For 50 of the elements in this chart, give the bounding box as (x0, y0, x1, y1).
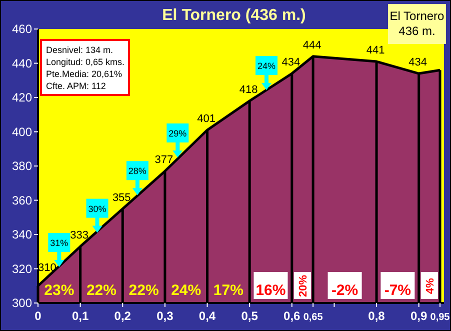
y-tick-label: 360 (12, 193, 32, 208)
annotation: 22% (128, 282, 159, 299)
annotation: -2% (331, 282, 358, 299)
annotation: 23% (44, 282, 74, 299)
y-tick-label: 380 (12, 159, 32, 173)
data-label: 444 (302, 39, 322, 52)
annotation: Pte.Media: 20,61% (46, 69, 122, 79)
data-label: 377 (154, 154, 174, 166)
annotation: 24% (171, 282, 202, 299)
x-tick-label: 0,5 (241, 309, 258, 323)
x-tick-label: 0,9 (410, 309, 428, 323)
data-label: 355 (112, 192, 131, 204)
x-tick-label: 0 (34, 309, 42, 323)
chart-title: El Tornero (436 m.) (162, 7, 306, 24)
annotation: Longitud: 0,65 kms. (46, 57, 125, 67)
annotation: 28% (128, 166, 146, 176)
annotation: Cfte. APM: 112 (46, 81, 106, 91)
x-tick-label: 0,1 (72, 309, 89, 323)
annotation: 22% (86, 282, 116, 299)
annotation: 16% (256, 282, 286, 299)
data-label: 418 (239, 84, 258, 96)
y-tick-label: 420 (12, 90, 32, 104)
annotation: 20% (297, 274, 310, 298)
data-label: 401 (197, 113, 216, 126)
annotation: 29% (168, 128, 187, 138)
annotation: 24% (257, 60, 276, 71)
y-tick-label: 460 (12, 22, 32, 36)
data-label: 333 (70, 229, 88, 242)
annotation: 31% (50, 238, 68, 248)
annotation: Desnivel: 134 m. (46, 45, 114, 55)
data-label: 434 (282, 56, 300, 69)
y-tick-label: 340 (12, 228, 32, 242)
annotation: -7% (384, 282, 412, 299)
x-tick-label: 0,2 (114, 309, 132, 323)
x-tick-label: 0,3 (156, 309, 174, 323)
chart-subtitle: El Tornero 436 m. (390, 9, 445, 38)
x-tick-label: 0,4 (198, 309, 216, 323)
y-tick-label: 300 (12, 296, 32, 310)
annotation: 30% (88, 204, 106, 214)
x-tick-label: 0,65 (303, 312, 324, 323)
y-tick-label: 440 (12, 56, 32, 70)
x-tick-label: 0,6 (284, 309, 301, 323)
x-tick-label: 0,95 (430, 312, 450, 323)
annotation: 4% (424, 278, 436, 294)
data-label: 441 (366, 44, 385, 57)
y-tick-label: 400 (12, 124, 32, 139)
x-tick-label: 0,8 (368, 309, 386, 323)
annotation: 17% (213, 282, 244, 299)
data-label: 434 (408, 56, 428, 69)
y-tick-label: 320 (12, 262, 32, 276)
